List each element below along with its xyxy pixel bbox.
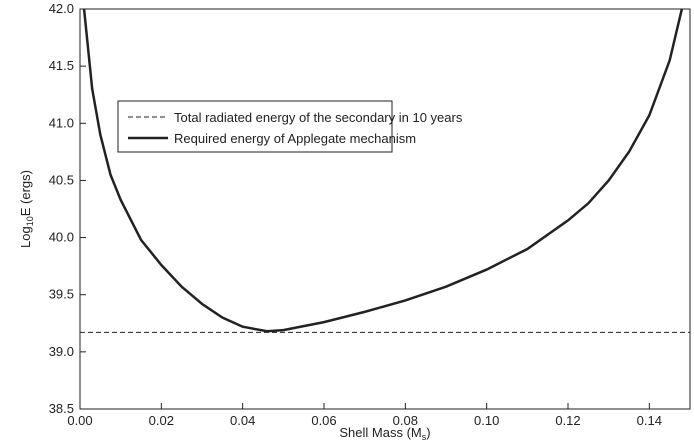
legend-label: Required energy of Applegate mechanism bbox=[174, 131, 416, 146]
x-tick-label: 0.04 bbox=[230, 413, 255, 428]
y-tick-label: 40.0 bbox=[49, 230, 74, 245]
y-tick-label: 40.5 bbox=[49, 172, 74, 187]
y-axis-label: Log10E (ergs) bbox=[18, 170, 35, 248]
legend-box bbox=[117, 100, 393, 153]
x-tick-label: 0.12 bbox=[555, 413, 580, 428]
series-line bbox=[82, 9, 684, 333]
y-tick-label: 38.5 bbox=[49, 401, 74, 416]
plot-frame bbox=[79, 8, 691, 410]
y-tick-label: 42.0 bbox=[49, 1, 74, 16]
x-tick-label: 0.06 bbox=[311, 413, 336, 428]
x-tick-label: 0.00 bbox=[67, 413, 92, 428]
legend-label: Total radiated energy of the secondary i… bbox=[174, 110, 463, 125]
y-tick-label: 39.5 bbox=[49, 287, 74, 302]
y-tick-label: 41.0 bbox=[49, 115, 74, 130]
y-tick-label: 41.5 bbox=[49, 58, 74, 73]
y-tick-label: 39.0 bbox=[49, 344, 74, 359]
x-tick-label: 0.08 bbox=[393, 413, 418, 428]
x-tick-label: 0.14 bbox=[637, 413, 662, 428]
x-axis-label: Shell Mass (Ms) bbox=[339, 425, 430, 442]
x-tick-label: 0.10 bbox=[474, 413, 499, 428]
x-tick-label: 0.02 bbox=[149, 413, 174, 428]
